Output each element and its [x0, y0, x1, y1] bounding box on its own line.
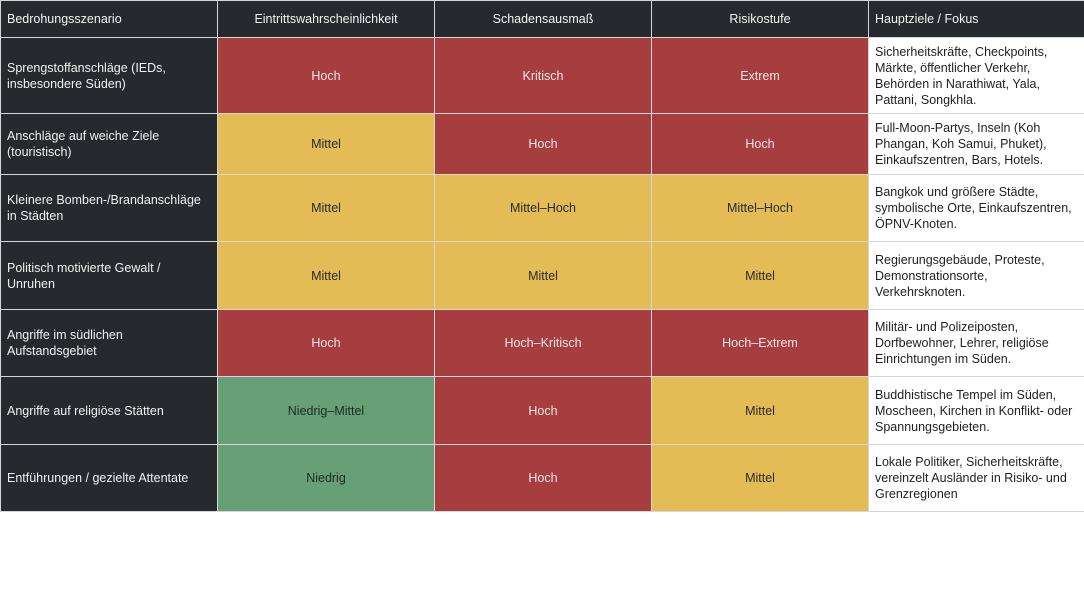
table-row: Sprengstoffanschläge (IEDs, insbesondere… — [0, 37, 1084, 114]
header-scenario: Bedrohungsszenario — [0, 0, 218, 38]
header-row: Bedrohungsszenario Eintrittswahrscheinli… — [0, 0, 1084, 38]
likelihood-cell: Hoch — [217, 309, 435, 377]
impact-cell: Mittel–Hoch — [434, 174, 652, 242]
likelihood-cell: Mittel — [217, 174, 435, 242]
table-body: Sprengstoffanschläge (IEDs, insbesondere… — [0, 37, 1084, 512]
scenario-cell: Entführungen / gezielte Attentate — [0, 444, 218, 512]
table-row: Kleinere Bomben-/Brandanschläge in Städt… — [0, 174, 1084, 242]
focus-cell: Regierungsgebäude, Proteste, Demonstrati… — [868, 241, 1084, 310]
header-focus: Hauptziele / Fokus — [868, 0, 1084, 38]
scenario-cell: Sprengstoffanschläge (IEDs, insbesondere… — [0, 37, 218, 114]
impact-cell: Hoch — [434, 444, 652, 512]
scenario-cell: Anschläge auf weiche Ziele (touristisch) — [0, 113, 218, 175]
impact-cell: Mittel — [434, 241, 652, 310]
risk-cell: Hoch — [651, 113, 869, 175]
table-row: Anschläge auf weiche Ziele (touristisch)… — [0, 113, 1084, 175]
risk-matrix-table: Bedrohungsszenario Eintrittswahrscheinli… — [0, 0, 1084, 512]
scenario-cell: Angriffe auf religiöse Stätten — [0, 376, 218, 445]
table-row: Angriffe im südlichen Aufstandsgebiet Ho… — [0, 309, 1084, 377]
risk-cell: Extrem — [651, 37, 869, 114]
header-risk: Risikostufe — [651, 0, 869, 38]
focus-cell: Full-Moon-Partys, Inseln (Koh Phangan, K… — [868, 113, 1084, 175]
likelihood-cell: Mittel — [217, 113, 435, 175]
risk-cell: Mittel — [651, 444, 869, 512]
focus-cell: Lokale Politiker, Sicherheitskräfte, ver… — [868, 444, 1084, 512]
impact-cell: Hoch — [434, 376, 652, 445]
scenario-cell: Angriffe im südlichen Aufstandsgebiet — [0, 309, 218, 377]
focus-cell: Militär- und Polizeiposten, Dorfbewohner… — [868, 309, 1084, 377]
risk-cell: Hoch–Extrem — [651, 309, 869, 377]
table-row: Entführungen / gezielte Attentate Niedri… — [0, 444, 1084, 512]
risk-cell: Mittel — [651, 376, 869, 445]
table-row: Politisch motivierte Gewalt / Unruhen Mi… — [0, 241, 1084, 310]
focus-cell: Sicherheitskräfte, Checkpoints, Märkte, … — [868, 37, 1084, 114]
risk-cell: Mittel — [651, 241, 869, 310]
table-header: Bedrohungsszenario Eintrittswahrscheinli… — [0, 0, 1084, 38]
risk-cell: Mittel–Hoch — [651, 174, 869, 242]
impact-cell: Hoch–Kritisch — [434, 309, 652, 377]
scenario-cell: Kleinere Bomben-/Brandanschläge in Städt… — [0, 174, 218, 242]
header-impact: Schadensausmaß — [434, 0, 652, 38]
focus-cell: Bangkok und größere Städte, symbolische … — [868, 174, 1084, 242]
header-likelihood: Eintrittswahrscheinlichkeit — [217, 0, 435, 38]
table-row: Angriffe auf religiöse Stätten Niedrig–M… — [0, 376, 1084, 445]
focus-cell: Buddhistische Tempel im Süden, Moscheen,… — [868, 376, 1084, 445]
impact-cell: Kritisch — [434, 37, 652, 114]
likelihood-cell: Niedrig — [217, 444, 435, 512]
impact-cell: Hoch — [434, 113, 652, 175]
scenario-cell: Politisch motivierte Gewalt / Unruhen — [0, 241, 218, 310]
likelihood-cell: Niedrig–Mittel — [217, 376, 435, 445]
likelihood-cell: Hoch — [217, 37, 435, 114]
likelihood-cell: Mittel — [217, 241, 435, 310]
risk-matrix-container: Bedrohungsszenario Eintrittswahrscheinli… — [0, 0, 1084, 512]
